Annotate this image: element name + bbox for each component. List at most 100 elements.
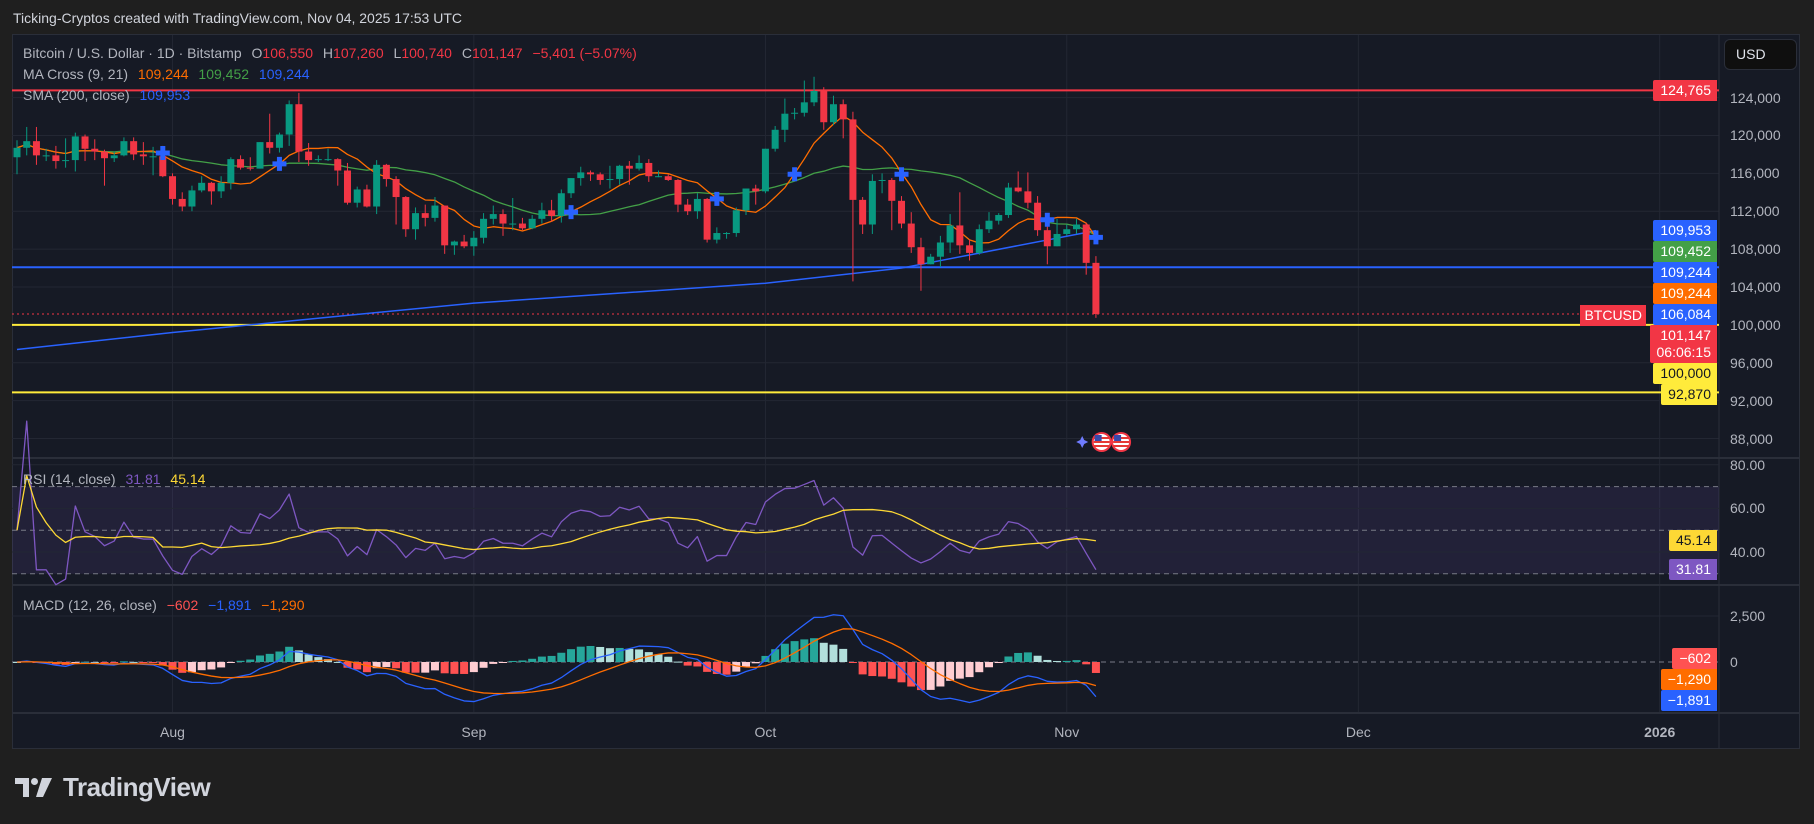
macd-histogram-bar [372,662,381,669]
candle [975,224,983,255]
macd-histogram-bar [508,660,517,662]
macd-histogram-bar [985,662,993,668]
candle-body [392,179,400,198]
open-label: O [251,45,263,61]
candle [412,207,420,240]
candle-body [159,156,167,177]
candle [81,134,89,162]
symbol-name[interactable]: Bitcoin / U.S. Dollar · 1D · Bitstamp [23,45,242,61]
macd-histogram-bar [275,651,284,662]
candle-body [684,204,692,212]
rsi-legend[interactable]: RSI (14, close) 31.81 45.14 [23,471,211,487]
price-tag: 109,452 [1653,241,1717,263]
candle-body [528,218,536,229]
candle-body [927,256,935,265]
macd-legend[interactable]: MACD (12, 26, close) −602 −1,891 −1,290 [23,597,310,613]
tradingview-logo[interactable]: TradingView [15,772,211,803]
candle-body [207,182,215,192]
candle-body [645,162,653,177]
candle-body [421,213,429,218]
ma-cross-legend[interactable]: MA Cross (9, 21) 109,244 109,452 109,244 [23,66,316,82]
candle [839,99,847,139]
open-value: 106,550 [262,45,314,61]
macd-histogram-bar [955,662,964,679]
candle [1072,218,1080,234]
candle-body [402,197,410,230]
rsi-axis-label: 60.00 [1730,500,1766,517]
macd-histogram-bar [256,655,264,662]
candle-body [596,174,604,180]
macd-histogram-bar [469,662,478,673]
candle [1063,224,1071,236]
macd-histogram-bar [771,649,780,662]
macd-histogram-bar [586,645,595,662]
candle-body [577,172,585,179]
currency-button[interactable]: USD [1724,39,1797,70]
macd-line [16,614,1097,704]
macd-histogram-bar [149,662,158,663]
candle [285,100,293,146]
candle-body [1092,262,1100,315]
candle [1053,218,1061,247]
candle [246,157,254,171]
candle-body [946,225,954,243]
sma200-line [16,229,1097,351]
price-axis-label: 116,000 [1730,165,1780,182]
sparkle-icon [1076,436,1089,448]
candle-body [810,90,818,103]
candle [1092,256,1100,318]
candle [295,92,303,162]
high-value: 107,260 [333,45,384,61]
candle [100,149,108,186]
candle [625,161,633,185]
rsi-tag: 31.81 [1668,559,1717,581]
macd-histogram-bar [790,641,799,662]
price-axis-label: 92,000 [1730,392,1773,409]
candle [227,157,235,190]
flag-stripe [1093,441,1110,443]
macd-histogram-bar [343,662,352,668]
price-tag: 124,765 [1653,79,1717,101]
candle [956,192,964,254]
macd-histogram-bar [119,661,128,663]
candle-body [285,104,293,135]
price-axis-label: 108,000 [1730,241,1781,258]
macd-histogram-bar [13,662,21,663]
macd-histogram-bar [848,662,857,663]
candle-body [693,198,701,212]
tag-value: 92,870 [1668,386,1711,403]
tag-value: 45.14 [1675,532,1711,549]
rsi-label[interactable]: RSI (14, close) [23,471,116,487]
ma-slow-line [16,143,1097,237]
candle [499,209,507,236]
price-tag: 109,244 [1653,262,1717,284]
sma-legend[interactable]: SMA (200, close) 109,953 [23,87,196,103]
time-axis-label: 2026 [1644,724,1676,740]
candle-body [791,112,799,114]
candle [713,227,721,244]
candle [985,212,993,234]
macd-label[interactable]: MACD (12, 26, close) [23,597,157,613]
flag-canton [1094,435,1102,441]
candle [800,80,808,117]
candle-body [1034,202,1042,231]
ma-slow-value: 109,452 [198,66,250,82]
price-axis-label: 104,000 [1730,279,1781,295]
candle [868,174,876,234]
ma-cross-label[interactable]: MA Cross (9, 21) [23,66,129,82]
candle [528,215,536,230]
candle [42,148,50,162]
macd-histogram-bar [489,662,498,664]
candle-body [800,102,808,113]
candle [71,132,79,172]
macd-histogram-bar [324,659,333,662]
candle-body [1053,233,1061,247]
tag-value: −1,290 [1667,671,1711,687]
sma-label[interactable]: SMA (200, close) [23,87,130,103]
candle [470,231,478,256]
macd-histogram-bar [460,662,469,674]
tag-value: 101,147 [1660,327,1711,344]
rsi-axis-label: 80.00 [1730,456,1766,473]
macd-histogram-bar [440,662,449,674]
